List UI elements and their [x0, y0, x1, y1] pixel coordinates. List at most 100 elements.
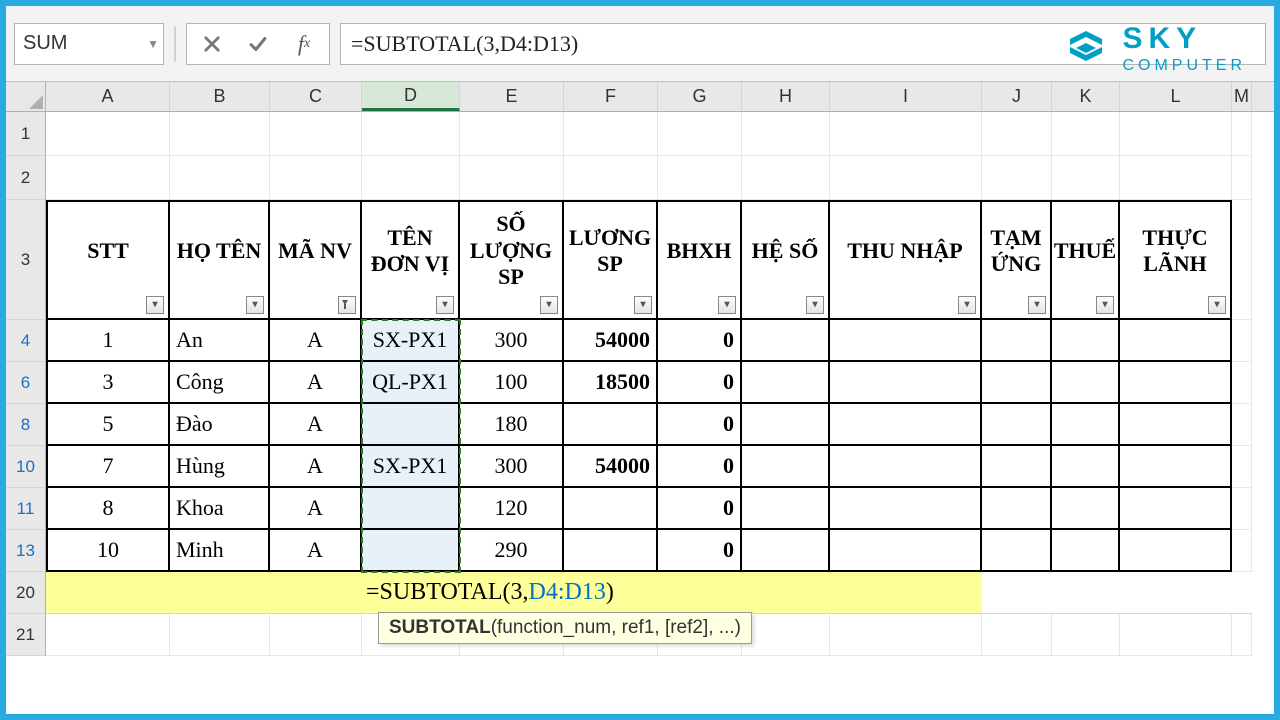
cell[interactable]: 290 [460, 530, 564, 572]
column-header-L[interactable]: L [1120, 82, 1232, 111]
cell[interactable]: STT▾ [46, 200, 170, 320]
cell[interactable] [1120, 488, 1232, 530]
cell[interactable] [982, 362, 1052, 404]
cell[interactable] [982, 488, 1052, 530]
cell[interactable] [1052, 614, 1120, 656]
cell[interactable] [658, 112, 742, 156]
cell[interactable]: 0 [658, 404, 742, 446]
row-header-13[interactable]: 13 [6, 530, 46, 572]
column-header-K[interactable]: K [1052, 82, 1120, 111]
filter-button[interactable]: ▾ [246, 296, 264, 314]
cell[interactable]: 0 [658, 530, 742, 572]
cell[interactable]: MÃ NV [270, 200, 362, 320]
cell[interactable] [564, 530, 658, 572]
cell[interactable] [1052, 362, 1120, 404]
cell[interactable]: 300 [460, 446, 564, 488]
cell[interactable] [362, 488, 460, 530]
cell[interactable] [742, 156, 830, 200]
row-header-3[interactable]: 3 [6, 200, 46, 320]
cell[interactable]: A [270, 362, 362, 404]
column-header-F[interactable]: F [564, 82, 658, 111]
filter-button[interactable]: ▾ [634, 296, 652, 314]
filter-button[interactable]: ▾ [718, 296, 736, 314]
column-header-E[interactable]: E [460, 82, 564, 111]
cell[interactable]: THỰC LÃNH▾ [1120, 200, 1232, 320]
cell[interactable] [362, 112, 460, 156]
filter-button[interactable]: ▾ [1096, 296, 1114, 314]
cell[interactable] [170, 156, 270, 200]
filter-button[interactable] [338, 296, 356, 314]
cell[interactable] [982, 572, 1052, 614]
cell[interactable] [1232, 446, 1252, 488]
cell[interactable] [564, 488, 658, 530]
cell[interactable] [1232, 530, 1252, 572]
cell[interactable] [830, 362, 982, 404]
filter-button[interactable]: ▾ [540, 296, 558, 314]
row-header-1[interactable]: 1 [6, 112, 46, 156]
filter-button[interactable]: ▾ [958, 296, 976, 314]
cell[interactable]: SX-PX1 [362, 446, 460, 488]
cell[interactable] [830, 488, 982, 530]
column-header-D[interactable]: D [362, 82, 460, 111]
cell[interactable] [1052, 320, 1120, 362]
cell[interactable]: Minh [170, 530, 270, 572]
column-header-B[interactable]: B [170, 82, 270, 111]
cell[interactable]: Khoa [170, 488, 270, 530]
cell[interactable] [362, 404, 460, 446]
cell[interactable] [982, 446, 1052, 488]
cell[interactable] [1052, 572, 1120, 614]
cell[interactable]: A [270, 320, 362, 362]
formula-edit-cell[interactable]: =SUBTOTAL(3,D4:D13) [46, 572, 982, 614]
cell[interactable] [170, 112, 270, 156]
cell[interactable] [362, 156, 460, 200]
cell[interactable] [1120, 362, 1232, 404]
cell[interactable]: HỆ SỐ▾ [742, 200, 830, 320]
cell[interactable]: A [270, 446, 362, 488]
cell[interactable]: 120 [460, 488, 564, 530]
column-header-C[interactable]: C [270, 82, 362, 111]
cell[interactable]: 300 [460, 320, 564, 362]
cell[interactable] [742, 614, 830, 656]
cell[interactable] [1052, 404, 1120, 446]
cell[interactable] [1120, 112, 1232, 156]
cell[interactable] [460, 112, 564, 156]
cell[interactable] [564, 156, 658, 200]
cell[interactable] [742, 320, 830, 362]
cell[interactable] [46, 112, 170, 156]
cell[interactable] [46, 156, 170, 200]
cell[interactable] [830, 320, 982, 362]
cell[interactable] [564, 404, 658, 446]
cell[interactable]: 100 [460, 362, 564, 404]
cell[interactable]: THU NHẬP▾ [830, 200, 982, 320]
cell[interactable] [1232, 404, 1252, 446]
cell[interactable]: 1 [46, 320, 170, 362]
fx-icon[interactable]: fx [291, 31, 317, 57]
cancel-icon[interactable] [199, 31, 225, 57]
cell[interactable] [742, 530, 830, 572]
cell[interactable]: TẠM ỨNG▾ [982, 200, 1052, 320]
select-all-corner[interactable] [6, 82, 46, 111]
column-header-I[interactable]: I [830, 82, 982, 111]
name-box[interactable]: SUM ▼ [14, 23, 164, 65]
cell[interactable] [1120, 404, 1232, 446]
cell[interactable]: 0 [658, 362, 742, 404]
cell[interactable] [742, 446, 830, 488]
cell[interactable] [1232, 320, 1252, 362]
cell[interactable] [830, 446, 982, 488]
cell[interactable] [1120, 572, 1232, 614]
cell[interactable]: 0 [658, 446, 742, 488]
cell[interactable]: 5 [46, 404, 170, 446]
column-header-A[interactable]: A [46, 82, 170, 111]
cell[interactable] [1052, 488, 1120, 530]
cell[interactable]: BHXH▾ [658, 200, 742, 320]
cell[interactable] [982, 530, 1052, 572]
cell[interactable]: 18500 [564, 362, 658, 404]
filter-button[interactable]: ▾ [1208, 296, 1226, 314]
row-header-11[interactable]: 11 [6, 488, 46, 530]
cell[interactable]: Công [170, 362, 270, 404]
cell[interactable] [362, 530, 460, 572]
row-header-21[interactable]: 21 [6, 614, 46, 656]
cell[interactable]: THUẾ▾ [1052, 200, 1120, 320]
cell[interactable] [1232, 156, 1252, 200]
cell[interactable]: 8 [46, 488, 170, 530]
